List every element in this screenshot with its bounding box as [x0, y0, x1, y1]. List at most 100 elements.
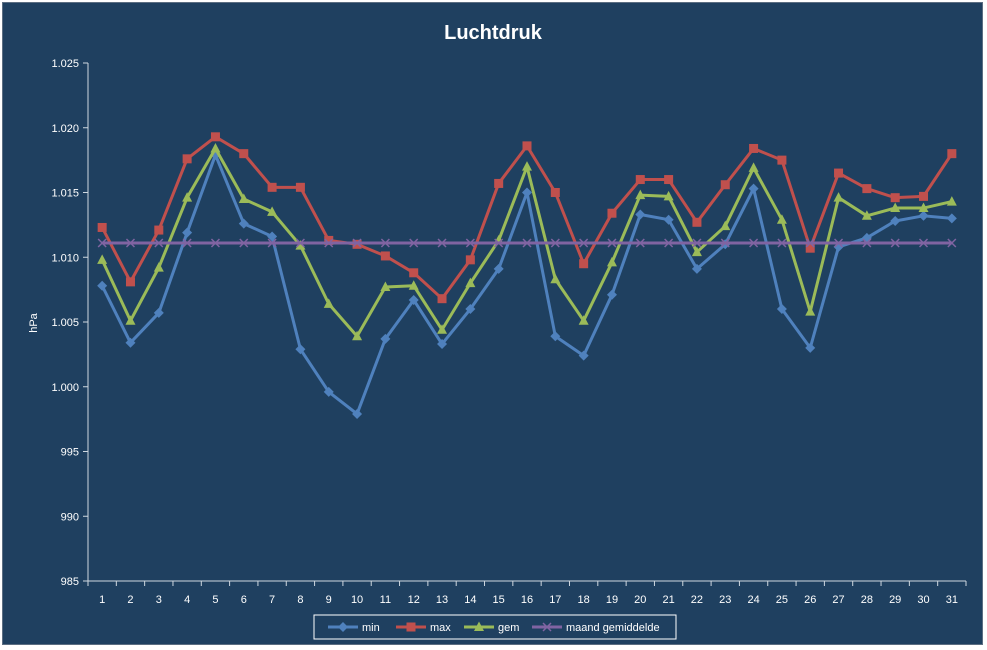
axes: 9859909951.0001.0051.0101.0151.0201.0251… [51, 58, 967, 606]
x-tick-label: 7 [269, 594, 275, 606]
y-axis-title: hPa [28, 312, 40, 332]
data-point-min [493, 263, 504, 274]
data-point-min [238, 218, 249, 229]
data-point-gem [720, 220, 731, 231]
y-tick-label: 995 [61, 447, 79, 459]
data-point-min [691, 263, 702, 274]
x-tick-label: 19 [606, 594, 618, 606]
marker-x-stroke [154, 238, 164, 248]
data-point-max [919, 191, 929, 201]
data-point-min [890, 215, 901, 226]
data-point-gem [352, 330, 363, 341]
y-tick-label: 1.010 [51, 252, 79, 264]
data-point-max [324, 235, 334, 245]
series-layer [97, 132, 957, 419]
data-point-max [267, 182, 277, 192]
data-point-max [154, 225, 164, 235]
data-point-min [380, 333, 391, 344]
data-point-min [918, 210, 929, 221]
data-point-maand-gemiddelde [579, 238, 589, 248]
data-point-min [578, 350, 589, 361]
data-point-min [522, 187, 532, 198]
data-point-maand-gemiddelde [125, 238, 136, 248]
series-gem [97, 142, 957, 341]
marker-x-stroke [267, 238, 277, 248]
x-tick-label: 30 [917, 594, 929, 606]
marker-x-stroke [635, 238, 645, 248]
y-tick-label: 985 [61, 576, 79, 588]
data-point-gem [97, 254, 108, 264]
data-point-max [805, 243, 815, 253]
data-point-max [295, 182, 305, 192]
x-tick-label: 8 [297, 594, 303, 606]
data-point-gem [606, 256, 617, 267]
data-point-maand-gemiddelde [918, 238, 929, 248]
data-point-gem [691, 246, 702, 257]
data-point-gem [748, 162, 759, 172]
data-point-gem [550, 273, 561, 284]
x-tick-label: 11 [380, 594, 391, 606]
data-point-min [748, 183, 759, 194]
data-point-gem [465, 277, 476, 288]
data-point-maand-gemiddelde [720, 238, 730, 248]
x-tick-label: 29 [889, 594, 901, 606]
data-point-max [720, 180, 730, 190]
x-tick-label: 16 [521, 594, 533, 606]
data-point-min [352, 408, 363, 419]
marker-x-stroke [834, 238, 844, 248]
x-tick-label: 18 [578, 594, 590, 606]
x-tick-label: 24 [747, 594, 759, 606]
data-point-min [323, 386, 334, 397]
marker-x-stroke [352, 238, 362, 248]
marker-x-stroke [210, 238, 220, 248]
data-point-gem [522, 161, 532, 171]
data-point-gem [380, 281, 391, 292]
y-tick-label: 1.000 [51, 382, 79, 394]
marker-x-stroke [890, 238, 900, 248]
x-tick-label: 31 [946, 594, 958, 606]
data-point-gem [238, 193, 249, 203]
data-point-maand-gemiddelde [692, 238, 702, 248]
marker-x-stroke [295, 238, 305, 248]
marker-x-stroke [125, 238, 136, 248]
data-point-max [777, 155, 787, 165]
x-tick-label: 2 [127, 594, 133, 606]
data-point-min [153, 307, 164, 318]
x-tick-label: 10 [351, 594, 363, 606]
data-point-max [692, 217, 702, 227]
data-point-gem [776, 214, 787, 224]
data-point-gem [663, 190, 674, 201]
x-tick-label: 5 [212, 594, 218, 606]
legend-label-min: min [362, 622, 380, 634]
data-point-maand-gemiddelde [380, 238, 390, 248]
data-point-maand-gemiddelde [805, 238, 815, 248]
data-point-max [522, 141, 532, 151]
data-point-max [494, 178, 504, 188]
data-point-min [946, 213, 957, 224]
data-point-max [890, 193, 900, 203]
y-tick-label: 1.025 [51, 58, 79, 70]
data-point-maand-gemiddelde [890, 238, 900, 248]
data-point-gem [635, 189, 646, 200]
x-tick-label: 22 [691, 594, 703, 606]
x-tick-label: 26 [804, 594, 816, 606]
data-point-maand-gemiddelde [239, 238, 249, 248]
marker-x-stroke [579, 238, 589, 248]
data-point-gem [182, 192, 193, 202]
chart-title: Luchtdruk [444, 22, 543, 44]
data-point-max [239, 149, 249, 159]
marker-x-stroke [239, 238, 249, 248]
marker-x-stroke [805, 238, 815, 248]
data-point-max [635, 175, 645, 185]
data-point-min [437, 339, 448, 350]
marker-x-stroke [550, 238, 560, 248]
data-point-gem [210, 142, 221, 153]
data-point-max [380, 251, 390, 261]
legend-marker-gem [474, 621, 484, 631]
x-tick-label: 20 [634, 594, 646, 606]
data-point-min [606, 289, 617, 300]
data-point-max [664, 175, 674, 185]
data-point-maand-gemiddelde [154, 238, 164, 248]
data-point-max [749, 143, 759, 153]
data-point-maand-gemiddelde [550, 238, 560, 248]
